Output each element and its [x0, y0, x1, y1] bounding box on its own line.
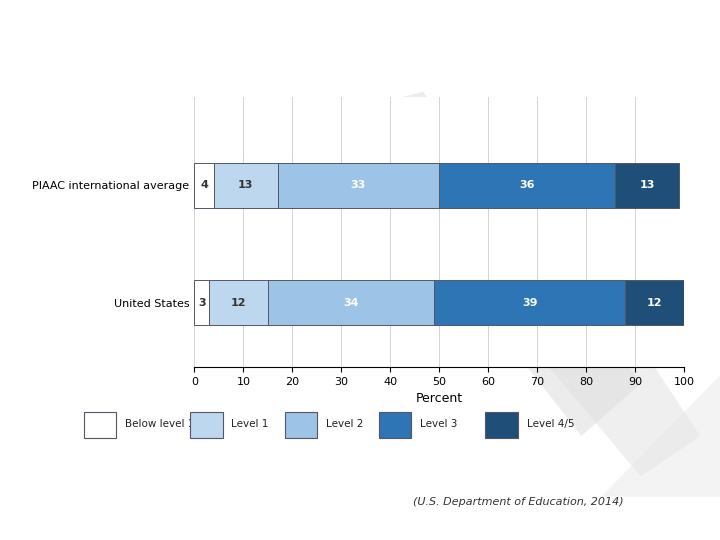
Text: 33: 33 [351, 180, 366, 190]
Bar [616, 163, 679, 207]
FancyBboxPatch shape [284, 411, 317, 438]
X-axis label: Percent: Percent [415, 393, 463, 406]
Polygon shape [601, 375, 720, 497]
Text: How Does the U.S. Compare?: How Does the U.S. Compare? [29, 30, 323, 48]
FancyBboxPatch shape [84, 411, 117, 438]
Text: Below level 1: Below level 1 [125, 419, 194, 429]
Bar [194, 280, 209, 325]
Polygon shape [423, 181, 641, 436]
Text: 3: 3 [198, 298, 205, 308]
Text: 13: 13 [639, 180, 655, 190]
FancyBboxPatch shape [379, 411, 412, 438]
Text: Level 2: Level 2 [326, 419, 364, 429]
Bar [439, 163, 616, 207]
Text: 34: 34 [343, 298, 359, 308]
Bar [434, 280, 625, 325]
Bar [278, 163, 439, 207]
Polygon shape [522, 286, 701, 476]
Text: 4: 4 [200, 180, 208, 190]
FancyBboxPatch shape [485, 411, 518, 438]
Text: 36: 36 [520, 180, 535, 190]
Bar [214, 163, 278, 207]
Text: Level 3: Level 3 [420, 419, 458, 429]
Bar [268, 280, 434, 325]
Text: 12: 12 [230, 298, 246, 308]
Text: 12: 12 [647, 298, 662, 308]
Bar [625, 280, 684, 325]
FancyBboxPatch shape [190, 411, 222, 438]
Text: 39: 39 [522, 298, 538, 308]
Bar [209, 280, 268, 325]
Text: (U.S. Department of Education, 2014): (U.S. Department of Education, 2014) [413, 497, 624, 507]
Polygon shape [344, 92, 562, 314]
Text: ✦  University of Phoenix®: ✦ University of Phoenix® [504, 32, 659, 45]
Text: 13: 13 [238, 180, 253, 190]
Text: Level 1: Level 1 [231, 419, 269, 429]
Bar [194, 163, 214, 207]
Text: Level 4/5: Level 4/5 [526, 419, 574, 429]
